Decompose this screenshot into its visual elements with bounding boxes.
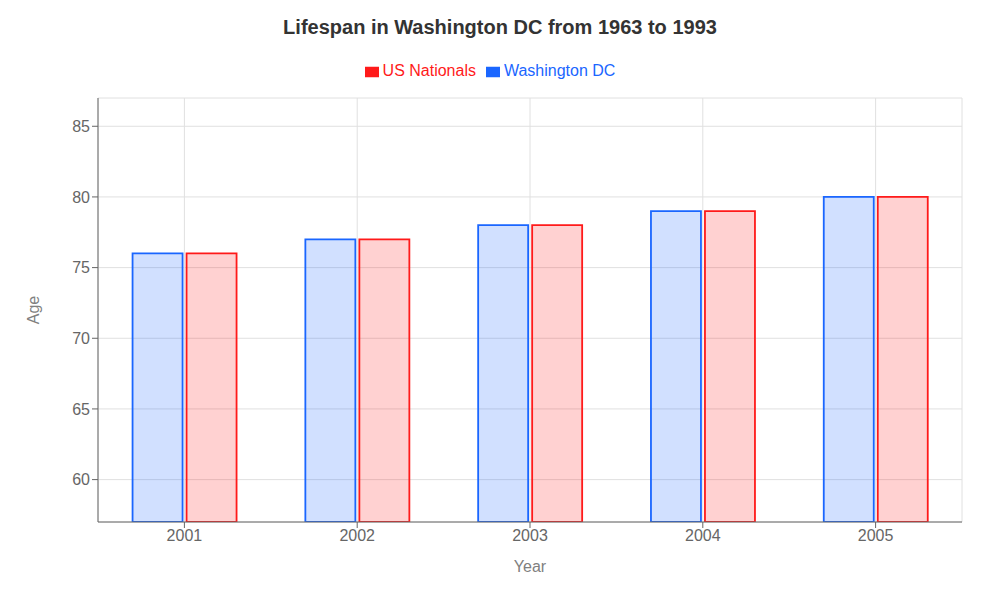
svg-text:85: 85 bbox=[72, 118, 90, 135]
svg-text:70: 70 bbox=[72, 330, 90, 347]
svg-text:80: 80 bbox=[72, 189, 90, 206]
svg-text:75: 75 bbox=[72, 259, 90, 276]
svg-text:Age: Age bbox=[25, 296, 42, 325]
html-text:US Nationals: US Nationals bbox=[382, 62, 476, 79]
svg-text:2003: 2003 bbox=[512, 527, 548, 544]
svg-text:Year: Year bbox=[514, 558, 547, 575]
svg-text:65: 65 bbox=[72, 401, 90, 418]
html-text:Lifespan in Washington DC from: Lifespan in Washington DC from 1963 to 1… bbox=[283, 16, 717, 38]
html-text:Washington DC: Washington DC bbox=[504, 62, 616, 79]
svg-text:2004: 2004 bbox=[685, 527, 721, 544]
svg-text:2001: 2001 bbox=[167, 527, 203, 544]
svg-text:2005: 2005 bbox=[858, 527, 894, 544]
svg-text:60: 60 bbox=[72, 471, 90, 488]
svg-text:2002: 2002 bbox=[339, 527, 375, 544]
